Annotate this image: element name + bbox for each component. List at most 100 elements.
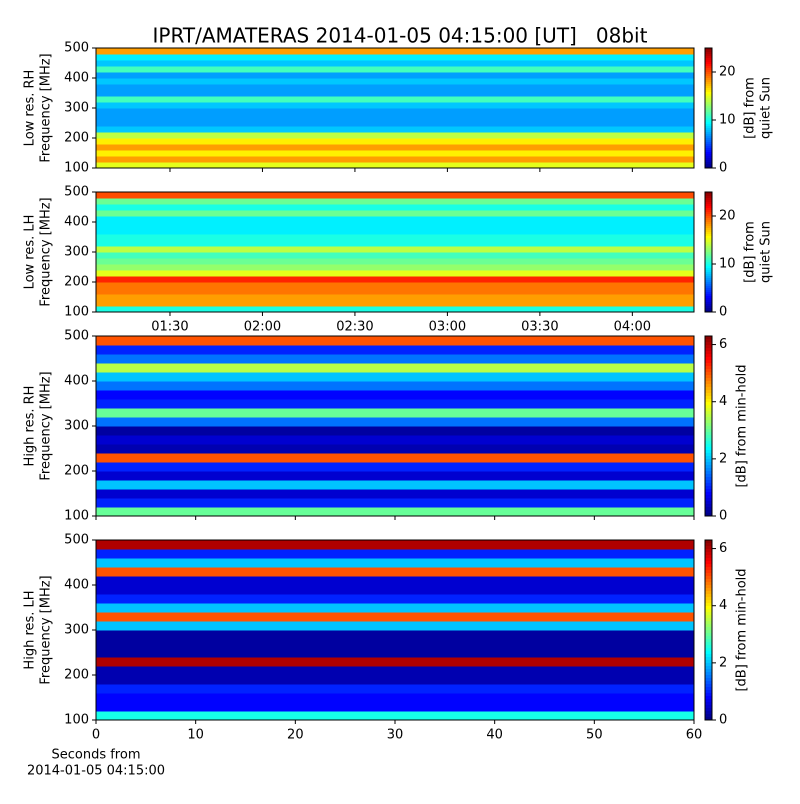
colorbar-slice [705,438,712,442]
heatmap-band [96,228,694,235]
heatmap-band [96,210,694,217]
heatmap-band [96,138,694,145]
colorbar-slice [705,256,712,259]
heatmap-band [96,126,694,133]
colorbar-label: [dB] from min-hold [735,568,750,691]
colorbar-slice [705,280,712,283]
colorbar-slice [705,576,712,580]
y-axis-label: High res. RH [23,386,38,467]
heatmap-band [96,108,694,115]
colorbar-slice [705,492,712,496]
colorbar-tick-label: 20 [719,209,736,224]
colorbar-slice [705,100,712,103]
heatmap-band [96,612,694,622]
heatmap-band [96,288,694,295]
colorbar-slice [705,252,712,255]
y-tick-label: 500 [64,329,89,344]
colorbar-slice [705,381,712,385]
colorbar-slice [705,582,712,586]
colorbar-slice [705,282,712,285]
colorbar-slice [705,408,712,412]
colorbar-slice [705,633,712,637]
colorbar-slice [705,96,712,99]
colorbar-slice [705,714,712,718]
colorbar-slice [705,272,712,275]
colorbar-slice [705,204,712,207]
colorbar-slice [705,152,712,155]
colorbar-frame [704,335,713,517]
y-axis-label: Low res. LH [23,215,38,290]
colorbar-slice [705,369,712,373]
colorbar-slice [705,420,712,424]
y-axis-label: Frequency [MHz] [39,575,54,684]
heatmap-band [96,132,694,139]
colorbar-slice [705,465,712,469]
colorbar-tick-label: 0 [719,161,727,176]
x-tick-label: 20 [287,728,304,743]
colorbar-slice [705,636,712,640]
heatmap-band [96,54,694,61]
colorbar-slice [705,345,712,349]
y-tick-label: 200 [64,464,89,479]
y-tick-label: 300 [64,101,89,116]
colorbar-slice [705,456,712,460]
heatmap-band [96,114,694,121]
colorbar-slice [705,546,712,550]
colorbar-slice [705,278,712,281]
heatmap-band [96,270,694,277]
heatmap-band [96,156,694,163]
colorbar-slice [705,444,712,448]
colorbar-slice [705,240,712,243]
heatmap-band [96,390,694,400]
colorbar-slice [705,645,712,649]
colorbar-slice [705,88,712,91]
colorbar-slice [705,308,712,311]
colorbar-slice [705,480,712,484]
x-tick-label: 40 [486,728,503,743]
colorbar-slice [705,624,712,628]
colorbar-slice [705,274,712,277]
colorbar-slice [705,717,712,721]
colorbar-tick-label: 2 [719,451,727,466]
colorbar-slice [705,126,712,129]
colorbar-frame [704,539,713,721]
colorbar-slice [705,555,712,559]
colorbar-slice [705,74,712,77]
colorbar-slice [705,510,712,514]
heatmap-band [96,426,694,436]
colorbar-label: [dB] from [743,77,758,139]
colorbar-slice [705,222,712,225]
heatmap-band [96,90,694,97]
colorbar-slice [705,417,712,421]
colorbar-slice [705,666,712,670]
heatmap-band [96,300,694,307]
colorbar-slice [705,693,712,697]
colorbar-slice [705,154,712,157]
colorbar-slice [705,200,712,203]
colorbar-slice [705,708,712,712]
colorbar-slice [705,162,712,165]
colorbar-slice [705,130,712,133]
colorbar-slice [705,266,712,269]
colorbar-tick-label: 2 [719,655,727,670]
colorbar-label: [dB] from [743,221,758,283]
colorbar-slice [705,411,712,415]
colorbar-slice [705,459,712,463]
colorbar-slice [705,166,712,169]
colorbar-slice [705,675,712,679]
heatmap-band [96,621,694,631]
colorbar-slice [705,144,712,147]
colorbar-slice [705,669,712,673]
colorbar-slice [705,663,712,667]
colorbar-slice [705,80,712,83]
colorbar-slice [705,672,712,676]
heatmap-band [96,576,694,586]
colorbar-frame [704,47,713,169]
colorbar-slice [705,302,712,305]
colorbar-slice [705,52,712,55]
colorbar-slice [705,702,712,706]
colorbar-slice [705,220,712,223]
colorbar-slice [705,393,712,397]
colorbar-slice [705,60,712,63]
heatmap-band [96,702,694,712]
